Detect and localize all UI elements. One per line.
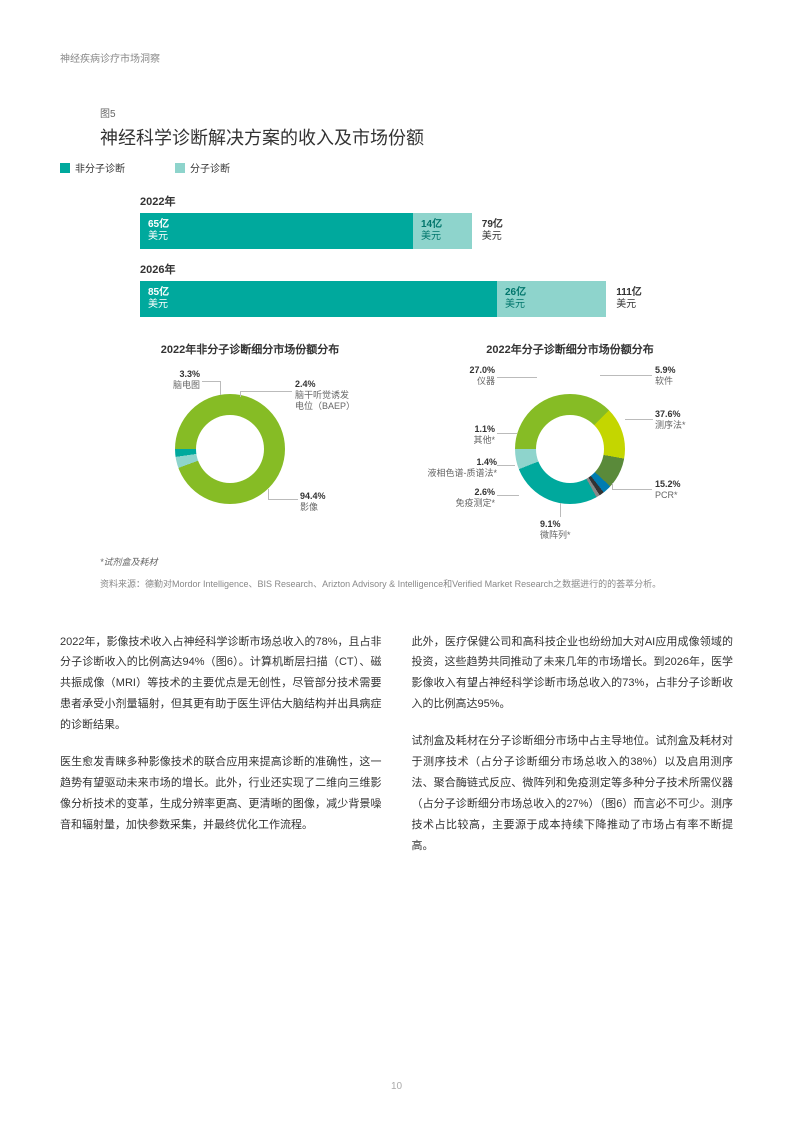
bar-total: 111亿美元	[616, 287, 642, 311]
donut-label: 27.0%仪器	[455, 365, 495, 387]
donut-label: 37.6%测序法*	[655, 409, 686, 431]
legend-swatch	[175, 163, 185, 173]
source-note: 资料来源：德勤对Mordor Intelligence、BIS Research…	[100, 578, 733, 592]
donut-label: 1.1%其他*	[455, 424, 495, 446]
donut-nonmolecular: 2022年非分子诊断细分市场份额分布 3.3%脑电图 2.4%脑干听觉诱发电位（B…	[100, 341, 400, 549]
legend: 非分子诊断 分子诊断	[60, 160, 733, 175]
page-number: 10	[0, 1081, 793, 1092]
bar-row: 85亿美元26亿美元 111亿美元	[140, 281, 733, 317]
bar-segment-molecular: 26亿美元	[497, 281, 606, 317]
bar-segment-nonmolecular: 85亿美元	[140, 281, 497, 317]
donut-label: 9.1%微阵列*	[540, 519, 571, 541]
legend-label: 分子诊断	[190, 160, 230, 175]
bar-year-label: 2026年	[140, 261, 733, 277]
donut-label: 2.6%免疫测定*	[440, 487, 495, 509]
legend-label: 非分子诊断	[75, 160, 125, 175]
donut-label: 2.4%脑干听觉诱发电位（BAEP）	[295, 379, 355, 411]
donuts-row: 2022年非分子诊断细分市场份额分布 3.3%脑电图 2.4%脑干听觉诱发电位（B…	[100, 341, 733, 549]
donut-title: 2022年分子诊断细分市场份额分布	[420, 341, 720, 357]
figure-label: 图5	[100, 105, 733, 120]
legend-item-nonmolecular: 非分子诊断	[60, 160, 125, 175]
bar-year-label: 2022年	[140, 193, 733, 209]
donut-area: 27.0%仪器5.9%软件37.6%测序法*15.2%PCR*9.1%微阵列*2…	[420, 369, 720, 549]
donut-chart	[515, 394, 625, 504]
body-paragraph: 医生愈发青睐多种影像技术的联合应用来提高诊断的准确性，这一趋势有望驱动未来市场的…	[60, 752, 382, 836]
donut-area: 3.3%脑电图 2.4%脑干听觉诱发电位（BAEP） 94.4%影像	[100, 369, 400, 549]
chart-title: 神经科学诊断解决方案的收入及市场份额	[100, 124, 733, 150]
page-header: 神经疾病诊疗市场洞察	[60, 50, 733, 65]
donut-title: 2022年非分子诊断细分市场份额分布	[100, 341, 400, 357]
donut-label: 94.4%影像	[300, 491, 326, 513]
legend-item-molecular: 分子诊断	[175, 160, 230, 175]
bar-total: 79亿美元	[482, 219, 503, 243]
donut-molecular: 2022年分子诊断细分市场份额分布 27.0%仪器 5.9%软件 37.6%测序法*…	[420, 341, 720, 549]
bar-segment-molecular: 14亿美元	[413, 213, 472, 249]
body-column-right: 此外，医疗保健公司和高科技企业也纷纷加大对AI应用成像领域的投资，这些趋势共同推…	[412, 632, 734, 873]
donut-chart	[175, 394, 285, 504]
legend-swatch	[60, 163, 70, 173]
donut-label: 5.9%软件	[655, 365, 676, 387]
stacked-bars: 2022年 65亿美元14亿美元 79亿美元 2026年 85亿美元26亿美元 111亿美…	[140, 193, 733, 317]
donut-label: 1.4%液相色谱-质谱法*	[412, 457, 497, 479]
footnote: *试剂盒及耗材	[100, 555, 733, 568]
bar-segment-nonmolecular: 65亿美元	[140, 213, 413, 249]
donut-label: 15.2%PCR*	[655, 479, 681, 501]
body-paragraph: 2022年，影像技术收入占神经科学诊断市场总收入的78%，且占非分子诊断收入的比…	[60, 632, 382, 736]
body-paragraph: 试剂盒及耗材在分子诊断细分市场中占主导地位。试剂盒及耗材对于测序技术（占分子诊断…	[412, 731, 734, 856]
body-paragraph: 此外，医疗保健公司和高科技企业也纷纷加大对AI应用成像领域的投资，这些趋势共同推…	[412, 632, 734, 716]
body-column-left: 2022年，影像技术收入占神经科学诊断市场总收入的78%，且占非分子诊断收入的比…	[60, 632, 382, 873]
donut-label: 3.3%脑电图	[150, 369, 200, 391]
bar-row: 65亿美元14亿美元 79亿美元	[140, 213, 733, 249]
body-text: 2022年，影像技术收入占神经科学诊断市场总收入的78%，且占非分子诊断收入的比…	[60, 632, 733, 873]
